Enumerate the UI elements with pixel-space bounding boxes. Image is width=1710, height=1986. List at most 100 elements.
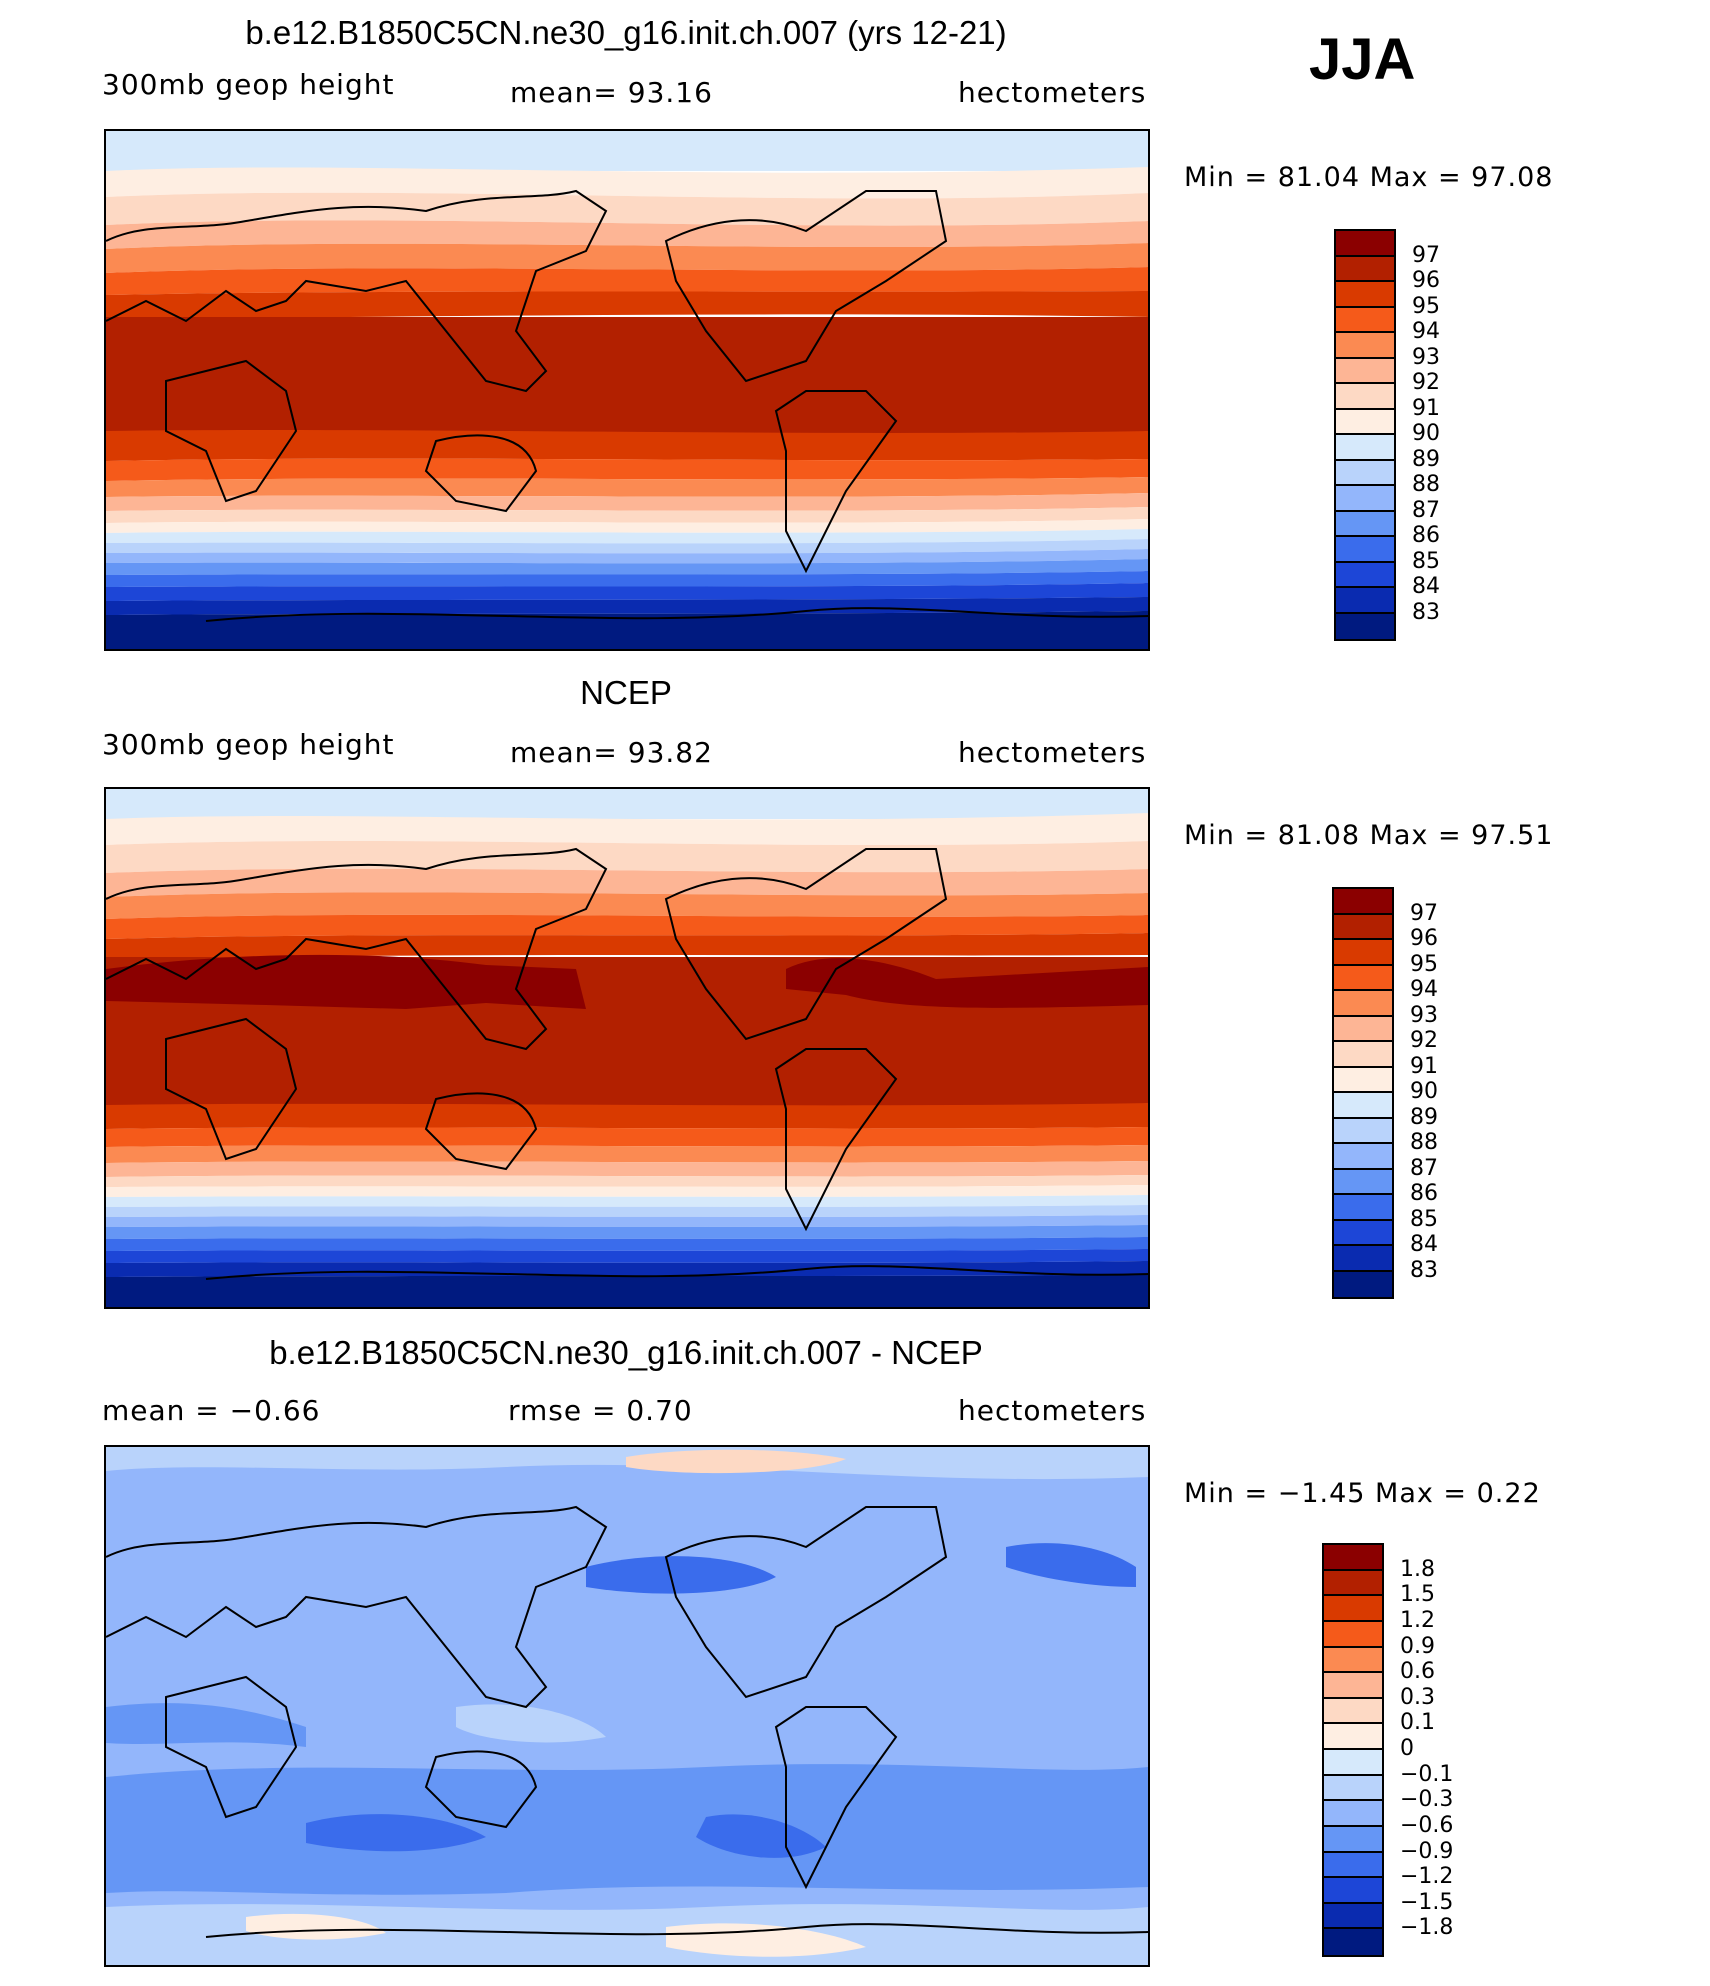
colorbar-tick-label: 85 bbox=[1412, 548, 1440, 574]
colorbar-tick-label: 83 bbox=[1412, 599, 1440, 625]
colorbar-swatch bbox=[1334, 889, 1392, 915]
colorbar-tick-label: 88 bbox=[1412, 472, 1440, 497]
colorbar-swatch bbox=[1324, 1775, 1382, 1802]
map-difference-field bbox=[106, 1447, 1148, 1965]
colorbar-swatch bbox=[1336, 537, 1394, 563]
colorbar-swatch bbox=[1336, 588, 1394, 614]
colorbar-tick-label: 93 bbox=[1410, 1002, 1438, 1028]
colorbar-swatch bbox=[1336, 613, 1394, 639]
colorbar-swatch bbox=[1336, 409, 1394, 435]
colorbar-swatch bbox=[1336, 282, 1394, 308]
colorbar-ncep-labels: 97 96 95 94 93 92 91 90 89 88 87 86 85 84 83 bbox=[1410, 887, 1490, 1299]
season-label: JJA bbox=[1309, 27, 1416, 92]
colorbar-tick-label: 90 bbox=[1412, 421, 1440, 446]
colorbar-swatch bbox=[1334, 991, 1392, 1017]
colorbar-tick-label: 94 bbox=[1412, 319, 1440, 344]
panel-1-units-label: hectometers bbox=[958, 76, 1147, 109]
colorbar-swatch bbox=[1334, 1271, 1392, 1297]
colorbar-tick-label: 88 bbox=[1410, 1130, 1438, 1155]
colorbar-tick-label: −1.2 bbox=[1400, 1864, 1454, 1890]
map-panel-difference bbox=[104, 1445, 1150, 1967]
colorbar-tick-label: 90 bbox=[1410, 1079, 1438, 1104]
colorbar-tick-label: 91 bbox=[1412, 395, 1440, 421]
colorbar-swatch bbox=[1334, 1144, 1392, 1170]
colorbar-tick-label: 84 bbox=[1410, 1232, 1438, 1257]
colorbar-swatch bbox=[1334, 914, 1392, 940]
colorbar-swatch bbox=[1324, 1647, 1382, 1674]
colorbar-swatch bbox=[1336, 256, 1394, 282]
colorbar-swatch bbox=[1334, 1195, 1392, 1221]
colorbar-swatch bbox=[1324, 1673, 1382, 1699]
colorbar-swatch bbox=[1324, 1852, 1382, 1879]
colorbar-swatch bbox=[1324, 1929, 1382, 1955]
colorbar-tick-label: 95 bbox=[1412, 293, 1440, 319]
colorbar-tick-label: 0.3 bbox=[1400, 1684, 1435, 1710]
map-panel-model bbox=[104, 129, 1150, 651]
colorbar-swatch bbox=[1334, 1093, 1392, 1119]
colorbar-swatch bbox=[1324, 1698, 1382, 1725]
colorbar-tick-label: 1.5 bbox=[1400, 1582, 1435, 1608]
colorbar-tick-label: 86 bbox=[1410, 1181, 1438, 1206]
colorbar-swatch bbox=[1324, 1750, 1382, 1776]
colorbar-tick-label: −1.5 bbox=[1400, 1889, 1454, 1915]
map-ncep-field bbox=[106, 789, 1148, 1307]
colorbar-tick-label: 85 bbox=[1410, 1206, 1438, 1232]
colorbar-swatch bbox=[1336, 358, 1394, 384]
colorbar-swatch bbox=[1334, 1246, 1392, 1272]
panel-3-min-max: Min = −1.45 Max = 0.22 bbox=[1184, 1478, 1541, 1509]
colorbar-tick-label: 97 bbox=[1412, 242, 1440, 268]
colorbar-swatch bbox=[1324, 1545, 1382, 1571]
panel-1-title: b.e12.B1850C5CN.ne30_g16.init.ch.007 (yr… bbox=[245, 14, 1007, 51]
colorbar-swatch bbox=[1336, 231, 1394, 257]
panel-1-variable-label: 300mb geop height bbox=[102, 68, 395, 101]
colorbar-tick-label: 93 bbox=[1412, 344, 1440, 370]
colorbar-difference-labels: 1.8 1.5 1.2 0.9 0.6 0.3 0.1 0 −0.1 −0.3 −0.6 −0.9 −1… bbox=[1400, 1543, 1490, 1957]
colorbar-tick-label: 87 bbox=[1412, 497, 1440, 523]
colorbar-swatch bbox=[1324, 1826, 1382, 1853]
colorbar-tick-label: 95 bbox=[1410, 951, 1438, 977]
colorbar-tick-label: 94 bbox=[1410, 977, 1438, 1002]
colorbar-swatch bbox=[1324, 1570, 1382, 1597]
colorbar-swatch bbox=[1334, 1118, 1392, 1144]
colorbar-tick-label: 97 bbox=[1410, 900, 1438, 926]
colorbar-swatch bbox=[1336, 384, 1394, 410]
colorbar-tick-label: 83 bbox=[1410, 1257, 1438, 1283]
colorbar-tick-label: 0.9 bbox=[1400, 1633, 1435, 1659]
colorbar-swatch bbox=[1324, 1801, 1382, 1827]
colorbar-tick-label: −0.9 bbox=[1400, 1838, 1454, 1864]
colorbar-model-labels: 97 96 95 94 93 92 91 90 89 88 87 86 85 84 83 bbox=[1412, 229, 1492, 641]
colorbar-tick-label: 0 bbox=[1400, 1736, 1414, 1761]
colorbar-swatch bbox=[1324, 1621, 1382, 1648]
colorbar-swatch bbox=[1334, 1169, 1392, 1195]
colorbar-swatch bbox=[1336, 460, 1394, 486]
colorbar-difference bbox=[1322, 1543, 1384, 1957]
panel-2-title: NCEP bbox=[580, 674, 672, 711]
colorbar-swatch bbox=[1336, 562, 1394, 588]
colorbar-model bbox=[1334, 229, 1396, 641]
colorbar-swatch bbox=[1324, 1596, 1382, 1622]
colorbar-tick-label: 0.6 bbox=[1400, 1659, 1435, 1685]
colorbar-tick-label: −0.3 bbox=[1400, 1787, 1454, 1813]
colorbar-tick-label: 89 bbox=[1410, 1104, 1438, 1130]
panel-3-units-label: hectometers bbox=[958, 1394, 1147, 1427]
colorbar-tick-label: 96 bbox=[1412, 268, 1440, 293]
colorbar-tick-label: 91 bbox=[1410, 1053, 1438, 1079]
panel-2-mean-label: mean= 93.82 bbox=[510, 736, 713, 769]
colorbar-tick-label: 84 bbox=[1412, 574, 1440, 599]
colorbar-tick-label: −0.1 bbox=[1400, 1761, 1454, 1787]
panel-3-title: b.e12.B1850C5CN.ne30_g16.init.ch.007 - N… bbox=[269, 1334, 983, 1371]
panel-2-variable-label: 300mb geop height bbox=[102, 728, 395, 761]
colorbar-swatch bbox=[1334, 1016, 1392, 1042]
colorbar-tick-label: 1.8 bbox=[1400, 1556, 1435, 1582]
panel-1-min-max: Min = 81.04 Max = 97.08 bbox=[1184, 162, 1554, 193]
colorbar-tick-label: 87 bbox=[1410, 1155, 1438, 1181]
panel-3-mean-label: mean = −0.66 bbox=[102, 1394, 321, 1427]
colorbar-tick-label: 92 bbox=[1412, 370, 1440, 395]
colorbar-swatch bbox=[1324, 1724, 1382, 1750]
colorbar-swatch bbox=[1324, 1878, 1382, 1904]
map-panel-ncep bbox=[104, 787, 1150, 1309]
colorbar-swatch bbox=[1324, 1903, 1382, 1930]
panel-3-rmse-label: rmse = 0.70 bbox=[508, 1394, 693, 1427]
colorbar-swatch bbox=[1336, 511, 1394, 537]
